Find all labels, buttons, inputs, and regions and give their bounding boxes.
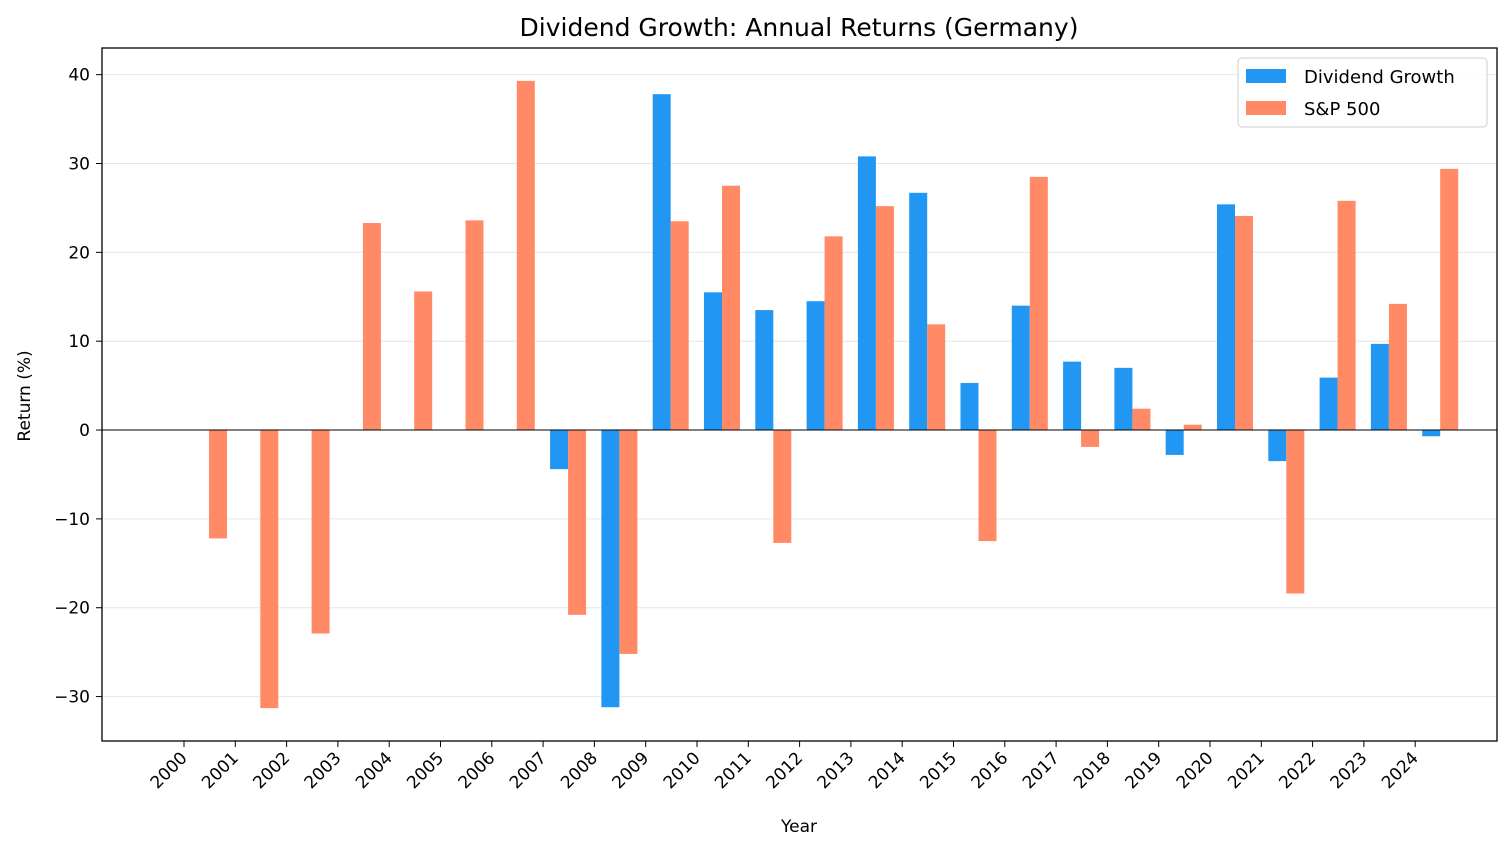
bar-dividend-growth bbox=[1422, 430, 1441, 437]
bar-dividend-growth bbox=[1319, 377, 1338, 431]
x-tick-label: 2003 bbox=[301, 748, 346, 793]
y-tick-label: −10 bbox=[54, 510, 90, 530]
y-tick-label: −30 bbox=[54, 688, 90, 708]
bar-dividend-growth bbox=[1268, 430, 1287, 462]
x-axis-label: Year bbox=[780, 817, 817, 837]
x-tick-label: 2011 bbox=[711, 748, 756, 793]
bar-sp500 bbox=[1081, 430, 1100, 447]
x-tick-label: 2004 bbox=[352, 748, 397, 793]
x-tick-label: 2002 bbox=[249, 748, 294, 793]
bar-sp500 bbox=[978, 430, 997, 542]
x-tick-label: 2000 bbox=[147, 748, 192, 793]
x-tick-label: 2022 bbox=[1275, 748, 1320, 793]
bar-dividend-growth bbox=[1011, 305, 1030, 431]
bar-sp500 bbox=[1132, 408, 1151, 431]
x-tick-label: 2019 bbox=[1121, 748, 1166, 793]
bar-dividend-growth bbox=[652, 94, 671, 431]
y-tick-label: 10 bbox=[68, 332, 90, 352]
bar-sp500 bbox=[875, 206, 894, 431]
bar-dividend-growth bbox=[601, 430, 620, 708]
x-axis-ticks: 2000 2001 2002 2003 2004 2005 2006 2007 2008 2009… bbox=[147, 741, 1423, 793]
bar-sp500 bbox=[568, 430, 587, 615]
bar-dividend-growth bbox=[1370, 343, 1389, 431]
bar-sp500 bbox=[1235, 215, 1253, 431]
bar-sp500 bbox=[1183, 424, 1202, 431]
bar-sp500 bbox=[1029, 176, 1048, 431]
bar-dividend-growth bbox=[1165, 430, 1184, 455]
bar-sp500 bbox=[362, 223, 381, 431]
x-tick-label: 2001 bbox=[198, 748, 243, 793]
legend-swatch-sp500 bbox=[1246, 101, 1286, 115]
bar-sp500 bbox=[260, 430, 279, 709]
bar-sp500 bbox=[1337, 200, 1356, 431]
grid-lines bbox=[102, 74, 1497, 698]
bar-sp500 bbox=[722, 185, 740, 431]
bars bbox=[209, 80, 1459, 709]
bar-sp500 bbox=[465, 220, 484, 431]
legend: Dividend Growth S&P 500 bbox=[1237, 57, 1488, 128]
bar-sp500 bbox=[619, 430, 638, 654]
bar-sp500 bbox=[773, 430, 792, 543]
x-tick-label: 2021 bbox=[1224, 748, 1269, 793]
bar-dividend-growth bbox=[857, 156, 876, 431]
x-tick-label: 2008 bbox=[557, 748, 602, 793]
bar-dividend-growth bbox=[1217, 204, 1235, 431]
y-tick-label: 40 bbox=[68, 66, 90, 86]
bar-dividend-growth bbox=[704, 292, 722, 431]
legend-label-dividend-growth: Dividend Growth bbox=[1304, 67, 1455, 88]
legend-box bbox=[1237, 57, 1488, 128]
bar-sp500 bbox=[1440, 168, 1459, 431]
bar-sp500 bbox=[311, 430, 330, 634]
bar-dividend-growth bbox=[1063, 361, 1082, 431]
x-tick-label: 2009 bbox=[609, 748, 654, 793]
bar-dividend-growth bbox=[755, 310, 774, 431]
bar-dividend-growth bbox=[550, 430, 569, 470]
x-tick-label: 2013 bbox=[814, 748, 859, 793]
x-tick-label: 2020 bbox=[1173, 748, 1218, 793]
bar-sp500 bbox=[414, 291, 433, 431]
x-tick-label: 2014 bbox=[865, 748, 910, 793]
x-tick-label: 2005 bbox=[403, 748, 448, 793]
legend-label-sp500: S&P 500 bbox=[1304, 99, 1380, 120]
y-tick-label: 30 bbox=[68, 155, 90, 175]
bar-sp500 bbox=[209, 430, 227, 539]
x-tick-label: 2007 bbox=[506, 748, 551, 793]
x-tick-label: 2024 bbox=[1378, 748, 1423, 793]
legend-swatch-dividend-growth bbox=[1246, 69, 1286, 83]
y-tick-label: 0 bbox=[79, 421, 90, 441]
x-tick-label: 2023 bbox=[1327, 748, 1372, 793]
x-tick-label: 2006 bbox=[455, 748, 500, 793]
y-tick-label: −20 bbox=[54, 599, 90, 619]
chart-title: Dividend Growth: Annual Returns (Germany… bbox=[520, 13, 1079, 42]
bar-sp500 bbox=[927, 324, 946, 431]
x-tick-label: 2018 bbox=[1070, 748, 1115, 793]
bar-sp500 bbox=[1286, 430, 1305, 594]
bar-dividend-growth bbox=[909, 192, 928, 431]
bar-sp500 bbox=[516, 80, 535, 431]
bar-sp500 bbox=[670, 221, 689, 431]
plot-frame bbox=[101, 47, 1498, 742]
bar-dividend-growth bbox=[806, 301, 825, 431]
y-axis-label: Return (%) bbox=[15, 350, 35, 441]
y-tick-label: 20 bbox=[68, 243, 90, 263]
x-tick-label: 2012 bbox=[762, 748, 807, 793]
y-axis-ticks: −30 −20 −10 0 10 20 30 40 bbox=[54, 66, 102, 708]
bar-sp500 bbox=[1388, 303, 1407, 431]
x-tick-label: 2015 bbox=[916, 748, 961, 793]
x-tick-label: 2016 bbox=[968, 748, 1013, 793]
x-tick-label: 2017 bbox=[1019, 748, 1064, 793]
bar-sp500 bbox=[824, 236, 843, 431]
x-tick-label: 2010 bbox=[660, 748, 705, 793]
bar-dividend-growth bbox=[960, 382, 979, 431]
bar-dividend-growth bbox=[1114, 367, 1133, 431]
